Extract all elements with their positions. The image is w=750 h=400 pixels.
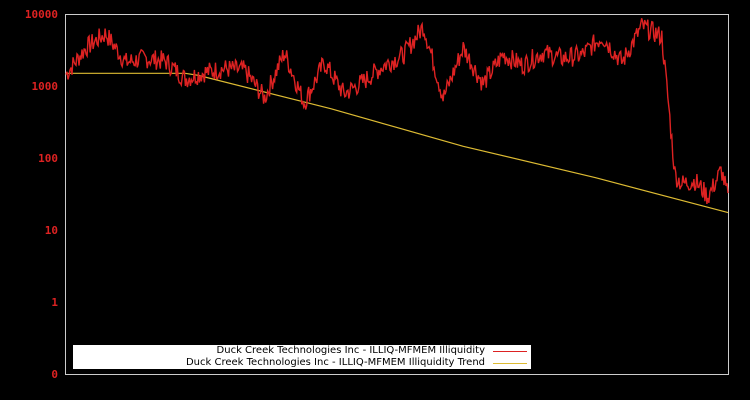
y-tick-label: 1 bbox=[51, 296, 58, 309]
legend-swatch-yellow bbox=[493, 362, 527, 364]
legend-item-trend: Duck Creek Technologies Inc - ILLIQ-MFME… bbox=[186, 357, 531, 369]
y-tick-label: 1000 bbox=[31, 80, 59, 93]
y-tick-label: 100 bbox=[38, 152, 58, 165]
legend-swatch-red bbox=[493, 350, 527, 352]
illiquidity-series-line bbox=[65, 18, 729, 205]
y-tick-label: 0 bbox=[51, 368, 58, 381]
y-tick-label: 10 bbox=[44, 224, 58, 237]
legend-label: Duck Creek Technologies Inc - ILLIQ-MFME… bbox=[185, 357, 485, 368]
legend-item-illiquidity: Duck Creek Technologies Inc - ILLIQ-MFME… bbox=[217, 345, 531, 357]
plot-frame bbox=[65, 14, 729, 375]
legend-label: Duck Creek Technologies Inc - ILLIQ-MFME… bbox=[216, 345, 485, 356]
y-tick-label: 10000 bbox=[24, 8, 58, 21]
chart-legend: Duck Creek Technologies Inc - ILLIQ-MFME… bbox=[73, 345, 531, 369]
